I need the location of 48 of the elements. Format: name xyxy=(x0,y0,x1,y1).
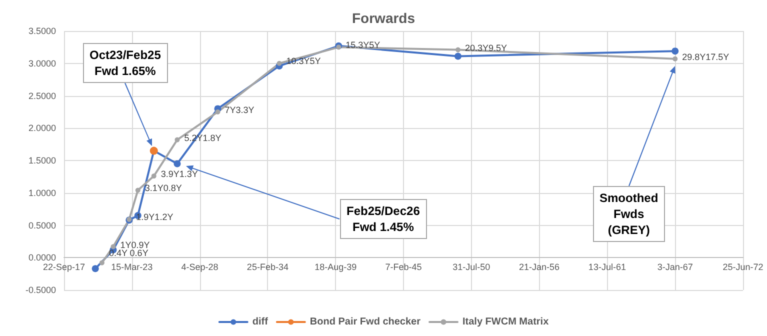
y-tick-label: 2.0000 xyxy=(28,123,56,134)
point xyxy=(336,44,342,50)
point xyxy=(174,137,180,142)
y-tick-label: -0.5000 xyxy=(25,285,56,295)
y-tick-label: 1.0000 xyxy=(28,188,56,198)
point xyxy=(174,160,181,168)
point xyxy=(454,52,462,60)
point xyxy=(215,109,220,114)
chart-title: Forwards xyxy=(352,10,416,26)
x-tick-label: 22-Sep-17 xyxy=(42,262,86,272)
annotation: Feb25/Dec26 Fwd 1.45% xyxy=(340,199,427,239)
legend-label: Bond Pair Fwd checker xyxy=(310,316,421,328)
annotation: Smoothed Fwds (GREY) xyxy=(592,186,666,242)
x-tick-label: 25-Jun-72 xyxy=(722,262,764,272)
point xyxy=(92,265,99,272)
x-tick-label: 31-Jul-50 xyxy=(452,262,490,272)
y-tick-label: 0.0000 xyxy=(28,252,56,263)
annotation: 3.9Y1.3Y xyxy=(160,169,198,180)
point xyxy=(151,174,156,179)
x-tick-label: 3-Jan-67 xyxy=(657,262,693,272)
y-tick-label: 3.5000 xyxy=(28,26,56,36)
point xyxy=(276,60,282,66)
x-tick-label: 21-Jan-56 xyxy=(519,262,560,272)
y-tick-label: 2.5000 xyxy=(28,90,56,101)
annotation: 29.8Y17.5Y xyxy=(682,52,730,62)
point xyxy=(455,47,460,52)
point xyxy=(672,48,679,55)
point xyxy=(135,188,140,193)
legend-label: diff xyxy=(252,316,269,328)
annotation: 3.1Y0.8Y xyxy=(144,183,182,194)
point xyxy=(99,260,104,266)
y-tick-label: 0.5000 xyxy=(28,220,56,230)
y-tick-label: 1.5000 xyxy=(28,156,56,166)
annotation: 20.3Y9.5Y xyxy=(464,42,508,53)
x-tick-label: 18-Aug-39 xyxy=(314,262,357,272)
x-tick-label: 4-Sep-28 xyxy=(181,262,218,272)
annotation: Oct23/Feb25 Fwd 1.65% xyxy=(82,43,168,83)
y-tick-label: 3.0000 xyxy=(28,58,56,68)
annotation: 7Y3.3Y xyxy=(224,104,254,115)
legend-label: Italy FWCM Matrix xyxy=(462,316,550,328)
x-tick-label: 25-Feb-34 xyxy=(246,262,288,272)
annotation: 15.3Y5Y xyxy=(346,40,380,50)
x-tick-label: 13-Jul-61 xyxy=(588,262,626,272)
x-tick-label: 15-Mar-23 xyxy=(111,262,153,272)
annotation: 1Y0.9Y xyxy=(120,240,150,250)
annotation: 1.9Y1.2Y xyxy=(136,212,174,222)
x-tick-label: 7-Feb-45 xyxy=(385,262,422,272)
point xyxy=(672,56,678,62)
